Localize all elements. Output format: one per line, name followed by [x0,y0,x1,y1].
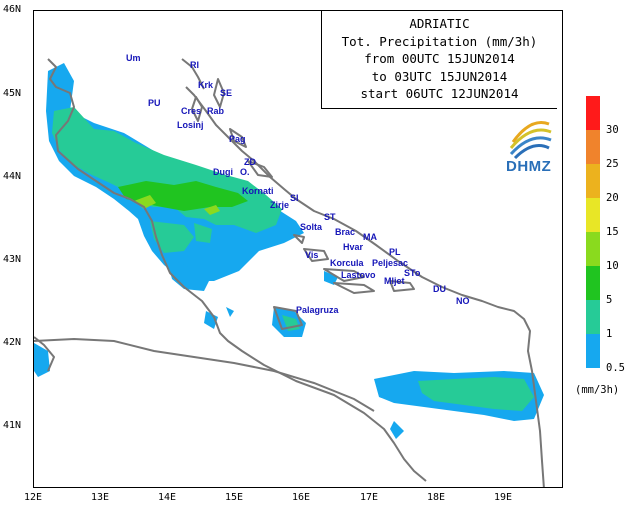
place-label: Korcula [330,258,364,268]
place-label: MA [363,232,377,242]
lat-label-41n: 41N [3,420,22,431]
place-label: Vis [305,250,319,260]
place-label: SE [220,88,233,98]
precip-10-area [134,195,220,215]
legend-unit-label: (mm/3h) [575,384,620,396]
place-label: RI [190,60,199,70]
place-label: NO [456,296,470,306]
precip-1-area [52,107,534,411]
lon-label-12e: 12E [23,492,43,503]
legend-label: 0.5 [606,362,625,374]
place-label: PU [148,98,161,108]
map-title-box: ADRIATIC Tot. Precipitation (mm/3h) from… [321,11,557,109]
lon-label-14e: 14E [157,492,177,503]
italy-interior [34,337,375,412]
legend-label: 25 [606,158,619,170]
legend-swatch-10 [586,232,600,266]
lat-label-43n: 43N [3,254,22,265]
place-label: Losinj [177,120,204,130]
lon-label-15e: 15E [224,492,244,503]
lat-label-44n: 44N [3,171,22,182]
legend-swatch-1 [586,300,600,334]
lon-label-18e: 18E [426,492,446,503]
place-label: ST [324,212,336,222]
legend-label: 15 [606,226,619,238]
dhmz-logo-icon [509,121,552,160]
lon-label-16e: 16E [291,492,311,503]
precipitation-map [34,58,545,487]
legend-label: 30 [606,124,619,136]
title-variable: Tot. Precipitation (mm/3h) [341,33,538,49]
place-label: Zirje [270,200,290,210]
place-label: Brac [335,227,356,237]
legend-swatch-0-5 [586,334,600,368]
legend-swatch-15 [586,198,600,232]
place-label: Lastovo [341,270,376,280]
lat-label-46n: 46N [3,4,22,15]
legend-swatch-20 [586,164,600,198]
legend-swatch-25 [586,130,600,164]
lon-label-19e: 19E [493,492,513,503]
legend-label: 5 [606,294,613,306]
place-label: DU [433,284,446,294]
place-label: SI [290,193,299,203]
title-valid-from: from 00UTC 15JUN2014 [364,51,515,67]
place-label: Solta [300,222,323,232]
title-run-start: start 06UTC 12JUN2014 [360,86,519,102]
coastline [34,58,545,487]
place-label: Dugi [213,167,233,177]
legend-label: 20 [606,192,619,204]
legend-label: 10 [606,260,619,272]
place-label: STo [404,268,421,278]
legend-swatch-5 [586,266,600,300]
place-label: Peljesac [372,258,409,268]
place-label: Pag [229,134,246,144]
title-region: ADRIATIC [409,16,470,31]
place-label: Um [126,53,141,63]
place-label: Palagruza [296,305,339,315]
precipitation-legend [586,96,600,368]
legend-label: 1 [606,328,613,340]
place-label: Rab [207,106,225,116]
place-label: Cres [181,106,202,116]
place-label: Krk [198,80,214,90]
place-label: Kornati [242,186,274,196]
place-label: Hvar [343,242,364,252]
lon-label-17e: 17E [359,492,379,503]
place-label: PL [389,247,401,257]
place-label: O. [240,167,250,177]
lon-label-13e: 13E [90,492,110,503]
lat-label-42n: 42N [3,337,22,348]
legend-swatch-30 [586,96,600,130]
place-label: ZD [244,157,256,167]
logo-wordmark: DHMZ [506,158,552,175]
title-valid-to: to 03UTC 15JUN2014 [371,68,508,84]
place-label: Mljet [384,276,405,286]
lat-label-45n: 45N [3,88,22,99]
